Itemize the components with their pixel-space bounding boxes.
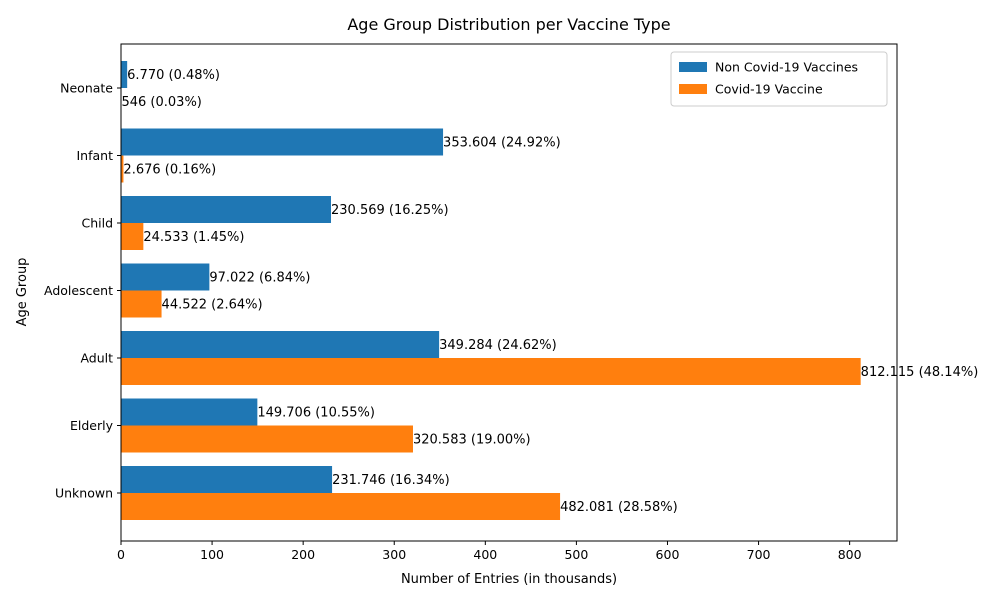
x-tick-label: 0 bbox=[117, 547, 125, 562]
x-tick-label: 700 bbox=[747, 547, 771, 562]
y-tick-label: Adolescent bbox=[44, 283, 113, 298]
bar-data-label: 24.533 (1.45%) bbox=[143, 230, 244, 245]
y-axis-title: Age Group bbox=[15, 258, 30, 327]
legend-swatch bbox=[679, 84, 707, 94]
bar-covid bbox=[121, 358, 861, 385]
bar-non-covid bbox=[121, 196, 332, 223]
x-tick-label: 200 bbox=[291, 547, 315, 562]
bar-covid bbox=[121, 223, 144, 250]
x-tick-label: 400 bbox=[473, 547, 497, 562]
y-tick-label: Unknown bbox=[55, 486, 113, 501]
bar-data-label: 2.676 (0.16%) bbox=[123, 163, 216, 178]
legend-label: Non Covid-19 Vaccines bbox=[715, 60, 858, 75]
x-tick-label: 300 bbox=[382, 547, 406, 562]
bar-data-label: 353.604 (24.92%) bbox=[443, 136, 561, 151]
bar-covid bbox=[121, 425, 413, 453]
bar-data-label: 812.115 (48.14%) bbox=[861, 365, 979, 380]
bar-data-label: 6.770 (0.48%) bbox=[127, 68, 220, 83]
bar-non-covid bbox=[121, 263, 210, 291]
bar-covid bbox=[121, 155, 124, 183]
bar-data-label: 97.022 (6.84%) bbox=[209, 271, 310, 286]
y-tick-label: Child bbox=[81, 216, 113, 231]
legend-box bbox=[670, 51, 888, 107]
bar-data-label: 230.569 (16.25%) bbox=[331, 203, 449, 218]
bar-non-covid bbox=[121, 128, 444, 156]
bar-non-covid bbox=[121, 61, 128, 88]
bar-data-label: 149.706 (10.55%) bbox=[257, 406, 375, 421]
bar-data-label: 320.583 (19.00%) bbox=[413, 433, 531, 448]
legend: Non Covid-19 Vaccines Covid-19 Vaccine bbox=[670, 51, 888, 107]
bar-non-covid bbox=[121, 398, 258, 426]
bar-non-covid bbox=[121, 466, 333, 493]
bar-non-covid bbox=[121, 331, 440, 358]
x-tick-label: 100 bbox=[200, 547, 224, 562]
bar-data-label: 482.081 (28.58%) bbox=[560, 500, 678, 515]
bar-data-label: 349.284 (24.62%) bbox=[439, 338, 557, 353]
plot-frame bbox=[120, 43, 898, 542]
bar-data-label: 546 (0.03%) bbox=[121, 95, 201, 110]
y-tick-label: Infant bbox=[77, 148, 114, 163]
bar-covid bbox=[121, 290, 162, 318]
bar-data-label: 44.522 (2.64%) bbox=[162, 298, 263, 313]
y-tick-label: Elderly bbox=[70, 418, 114, 433]
x-tick-label: 500 bbox=[564, 547, 588, 562]
x-tick-label: 800 bbox=[838, 547, 862, 562]
bar-data-label: 231.746 (16.34%) bbox=[332, 473, 450, 488]
plot-area: 0 100 200 300 400 500 600 700 800 Neonate 6.770 (0… bbox=[44, 61, 978, 562]
legend-label: Covid-19 Vaccine bbox=[715, 82, 823, 97]
x-tick-label: 600 bbox=[656, 547, 680, 562]
chart-title: Age Group Distribution per Vaccine Type bbox=[347, 15, 670, 34]
bar-covid bbox=[121, 493, 561, 520]
legend-swatch bbox=[679, 62, 707, 72]
y-tick-label: Adult bbox=[80, 351, 113, 366]
y-tick-label: Neonate bbox=[60, 81, 113, 96]
x-axis-title: Number of Entries (in thousands) bbox=[401, 572, 617, 587]
